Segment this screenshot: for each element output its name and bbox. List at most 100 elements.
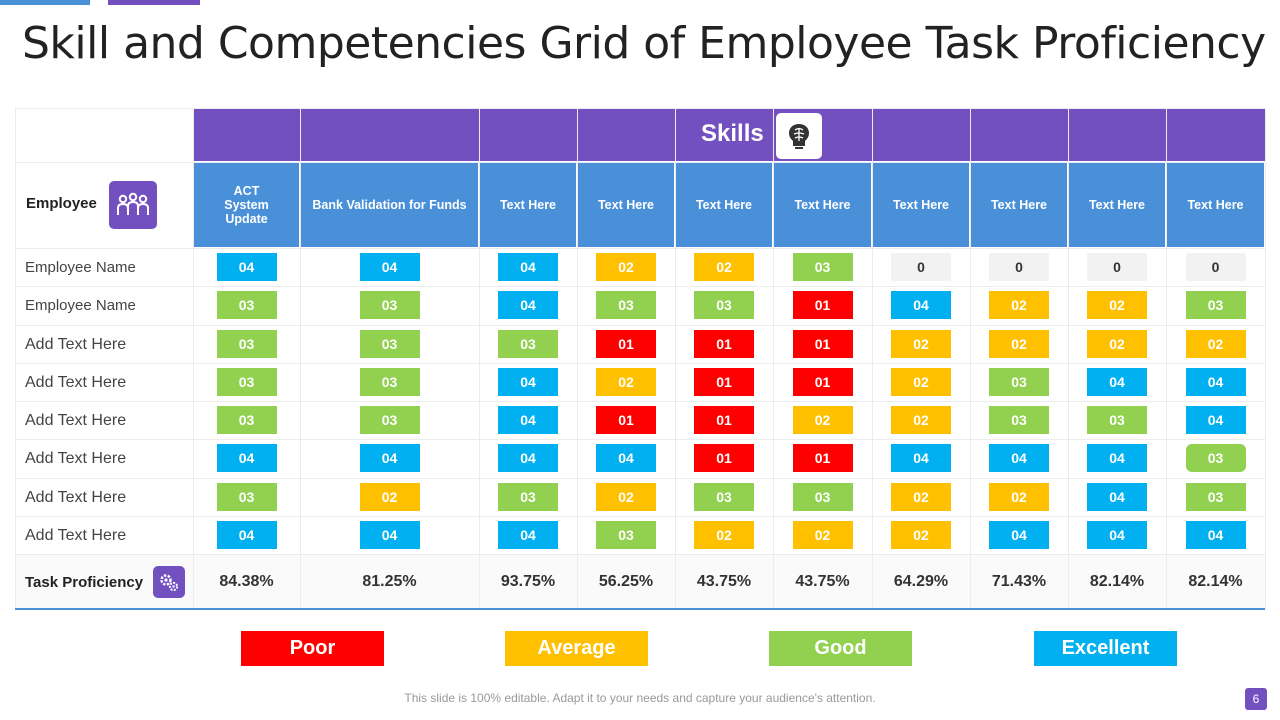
grid-hline bbox=[15, 325, 1265, 326]
skills-grid: Skills Employee Task Proficiency ACT Sys… bbox=[15, 108, 1266, 610]
row-label: Add Text Here bbox=[25, 450, 127, 467]
task-proficiency-value: 82.14% bbox=[1089, 573, 1145, 590]
grid-hline bbox=[15, 248, 1265, 249]
legend-poor: Poor bbox=[241, 631, 384, 666]
skill-level-cell: 03 bbox=[694, 483, 754, 511]
skill-level-cell: 03 bbox=[498, 330, 558, 358]
column-header: Text Here bbox=[676, 163, 772, 247]
skill-level-cell: 03 bbox=[216, 406, 277, 434]
skill-level-cell: 03 bbox=[989, 406, 1049, 434]
skill-level-cell: 03 bbox=[359, 291, 420, 319]
skill-level-cell: 02 bbox=[596, 483, 656, 511]
task-proficiency-value: 93.75% bbox=[500, 573, 556, 590]
row-label: Add Text Here bbox=[25, 374, 127, 391]
task-proficiency-label: Task Proficiency bbox=[25, 574, 144, 591]
skill-level-cell: 02 bbox=[891, 406, 951, 434]
skill-level-cell: 02 bbox=[989, 291, 1049, 319]
skill-level-cell: 03 bbox=[792, 483, 853, 511]
grid-vline bbox=[970, 108, 971, 610]
skill-level-cell: 02 bbox=[1185, 330, 1246, 358]
skill-level-cell: 03 bbox=[498, 483, 558, 511]
row-label: Add Text Here bbox=[25, 412, 127, 429]
grid-vline bbox=[773, 108, 774, 610]
task-proficiency-value: 43.75% bbox=[795, 573, 850, 590]
skill-level-cell: 02 bbox=[694, 253, 754, 281]
skill-level-cell: 04 bbox=[498, 368, 558, 396]
skill-level-cell: 04 bbox=[498, 444, 558, 472]
skill-level-cell: 04 bbox=[989, 521, 1049, 549]
grid-vline bbox=[1068, 108, 1069, 610]
skill-level-cell: 03 bbox=[216, 483, 277, 511]
skill-level-cell: 04 bbox=[498, 521, 558, 549]
row-label: Employee Name bbox=[25, 297, 136, 314]
grid-vline bbox=[872, 108, 873, 610]
grid-vline bbox=[193, 108, 194, 610]
skill-level-cell: 04 bbox=[1087, 483, 1147, 511]
skill-level-cell: 04 bbox=[1185, 406, 1246, 434]
skill-level-cell: 04 bbox=[596, 444, 656, 472]
skill-level-cell: 02 bbox=[359, 483, 420, 511]
task-proficiency-value: 64.29% bbox=[893, 573, 949, 590]
skill-level-cell: 03 bbox=[1185, 444, 1246, 472]
skill-level-cell: 04 bbox=[498, 253, 558, 281]
row-label: Add Text Here bbox=[25, 489, 127, 506]
task-proficiency-value: 71.43% bbox=[991, 573, 1047, 590]
column-header: Text Here bbox=[480, 163, 576, 247]
grid-hline bbox=[15, 108, 1265, 109]
skill-level-cell: 0 bbox=[1185, 253, 1246, 281]
skill-level-cell: 01 bbox=[596, 330, 656, 358]
task-proficiency-value: 81.25% bbox=[362, 573, 417, 590]
column-header: Text Here bbox=[1167, 163, 1264, 247]
grid-hline bbox=[15, 286, 1265, 287]
skill-level-cell: 04 bbox=[1185, 521, 1246, 549]
skill-level-cell: 02 bbox=[792, 406, 853, 434]
skills-header-band bbox=[193, 108, 1265, 161]
skill-level-cell: 01 bbox=[792, 368, 853, 396]
grid-hline bbox=[15, 554, 1265, 555]
skill-level-cell: 01 bbox=[694, 406, 754, 434]
skill-level-cell: 01 bbox=[792, 444, 853, 472]
column-header: Text Here bbox=[774, 163, 871, 247]
row-label: Employee Name bbox=[25, 259, 136, 276]
skill-level-cell: 04 bbox=[216, 444, 277, 472]
skill-level-cell: 03 bbox=[596, 521, 656, 549]
column-header: Text Here bbox=[971, 163, 1067, 247]
footer-note: This slide is 100% editable. Adapt it to… bbox=[404, 691, 876, 705]
skill-level-cell: 04 bbox=[1087, 444, 1147, 472]
skill-level-cell: 01 bbox=[792, 291, 853, 319]
skill-level-cell: 0 bbox=[891, 253, 951, 281]
column-header: Bank Validation for Funds bbox=[301, 163, 478, 247]
skill-level-cell: 04 bbox=[1185, 368, 1246, 396]
row-label: Add Text Here bbox=[25, 527, 127, 544]
skill-level-cell: 03 bbox=[359, 368, 420, 396]
skill-level-cell: 04 bbox=[216, 521, 277, 549]
skill-level-cell: 02 bbox=[596, 368, 656, 396]
skill-level-cell: 04 bbox=[1087, 521, 1147, 549]
grid-vline bbox=[479, 108, 480, 610]
grid-hline bbox=[15, 478, 1265, 479]
skill-level-cell: 01 bbox=[694, 368, 754, 396]
grid-vline bbox=[15, 108, 16, 610]
grid-vline bbox=[300, 108, 301, 610]
skill-level-cell: 03 bbox=[359, 406, 420, 434]
skill-level-cell: 04 bbox=[1087, 368, 1147, 396]
skill-level-cell: 03 bbox=[359, 330, 420, 358]
skill-level-cell: 03 bbox=[596, 291, 656, 319]
skill-level-cell: 02 bbox=[792, 521, 853, 549]
grid-bottom-rule bbox=[15, 608, 1265, 610]
skill-level-cell: 03 bbox=[792, 253, 853, 281]
column-header: Text Here bbox=[873, 163, 969, 247]
row-label: Add Text Here bbox=[25, 336, 127, 353]
skill-level-cell: 02 bbox=[891, 521, 951, 549]
skill-level-cell: 0 bbox=[989, 253, 1049, 281]
skill-level-cell: 02 bbox=[694, 521, 754, 549]
skill-level-cell: 02 bbox=[1087, 291, 1147, 319]
skill-level-cell: 02 bbox=[891, 330, 951, 358]
team-icon bbox=[109, 181, 157, 229]
skill-level-cell: 04 bbox=[359, 521, 420, 549]
skill-level-cell: 02 bbox=[989, 483, 1049, 511]
skill-level-cell: 03 bbox=[1185, 291, 1246, 319]
page-title: Skill and Competencies Grid of Employee … bbox=[22, 18, 1266, 69]
skill-level-cell: 03 bbox=[216, 330, 277, 358]
grid-hline bbox=[15, 162, 1265, 163]
